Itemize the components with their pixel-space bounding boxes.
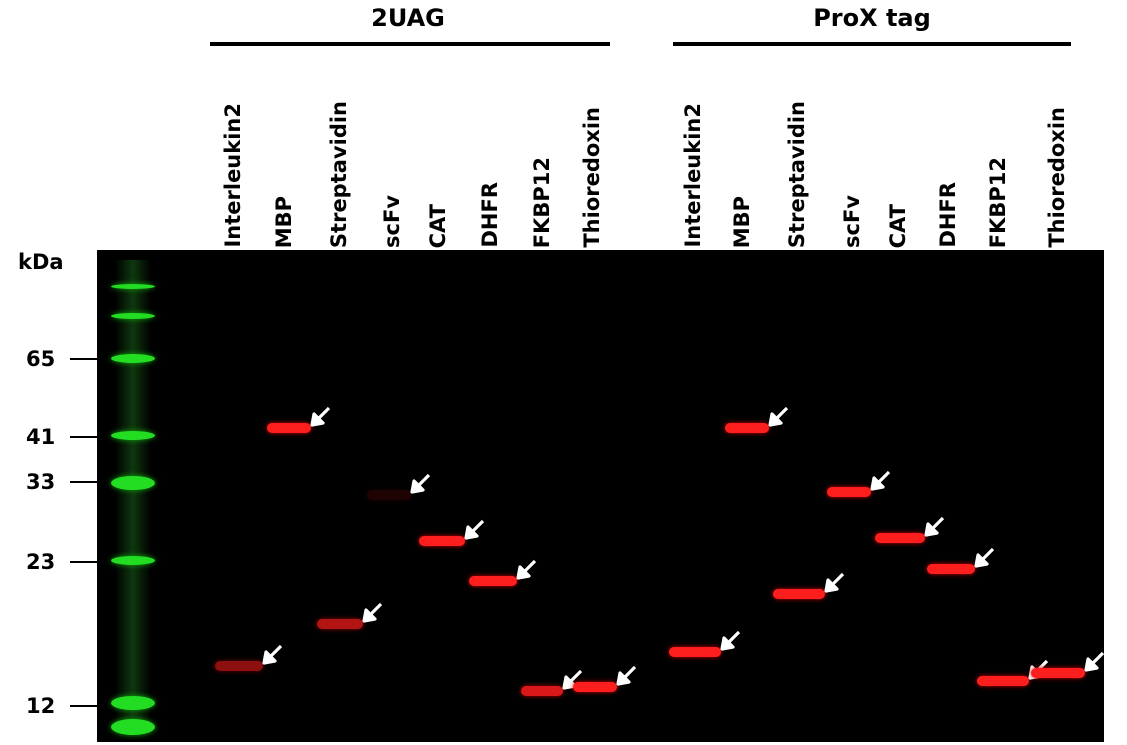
mw-tick-12 — [70, 705, 98, 707]
lane-label-5: CAT — [426, 203, 450, 248]
band-arrow-icon — [720, 630, 741, 651]
group-title-2uag: 2UAG — [371, 4, 445, 32]
ladder-band — [111, 313, 155, 319]
band-arrow-icon — [924, 516, 945, 537]
mw-tick-65 — [70, 358, 98, 360]
band-arrow-icon — [562, 669, 583, 690]
kda-unit-label: kDa — [18, 250, 64, 274]
protein-band — [1031, 668, 1085, 678]
lane-label-9: Interleukin2 — [681, 103, 705, 248]
mw-label-33: 33 — [26, 470, 56, 494]
lane-label-1: Interleukin2 — [221, 103, 245, 248]
band-arrow-icon — [262, 644, 283, 665]
protein-band — [521, 686, 563, 696]
protein-band — [773, 589, 825, 599]
protein-band — [977, 676, 1029, 686]
protein-band — [875, 533, 925, 543]
lane-label-11: Streptavidin — [785, 100, 809, 248]
lane-label-4: scFv — [380, 195, 404, 248]
ladder-band — [111, 556, 155, 565]
protein-band — [827, 487, 871, 497]
mw-tick-23 — [70, 561, 98, 563]
lane-label-16: Thioredoxin — [1045, 107, 1069, 248]
protein-band — [419, 536, 465, 546]
band-arrow-icon — [1084, 651, 1104, 672]
ladder-band — [111, 284, 155, 289]
lane-label-7: FKBP12 — [530, 156, 554, 248]
protein-band — [469, 576, 517, 586]
protein-band — [317, 619, 363, 629]
band-arrow-icon — [410, 473, 431, 494]
protein-band — [267, 423, 311, 433]
ladder-band — [111, 719, 155, 735]
lane-label-10: MBP — [730, 195, 754, 248]
lane-label-12: scFv — [840, 195, 864, 248]
mw-label-65: 65 — [26, 347, 56, 371]
lane-label-8: Thioredoxin — [580, 107, 604, 248]
lane-label-13: CAT — [886, 203, 910, 248]
group-title-prox-tag: ProX tag — [813, 4, 931, 32]
lane-label-3: Streptavidin — [327, 100, 351, 248]
ladder-band — [111, 696, 155, 710]
band-arrow-icon — [362, 602, 383, 623]
lane-label-14: DHFR — [936, 182, 960, 248]
band-arrow-icon — [616, 665, 637, 686]
protein-band — [669, 647, 721, 657]
group-bracket-2uag — [210, 42, 610, 46]
ladder-smear — [115, 260, 151, 730]
lane-label-2: MBP — [272, 195, 296, 248]
band-arrow-icon — [824, 572, 845, 593]
band-arrow-icon — [516, 559, 537, 580]
ladder-band — [111, 354, 155, 363]
lane-label-15: FKBP12 — [986, 156, 1010, 248]
protein-band — [927, 564, 975, 574]
mw-label-41: 41 — [26, 425, 56, 449]
protein-band — [573, 682, 617, 692]
mw-tick-33 — [70, 481, 98, 483]
band-arrow-icon — [768, 406, 789, 427]
protein-band — [725, 423, 769, 433]
band-arrow-icon — [870, 470, 891, 491]
mw-label-23: 23 — [26, 550, 56, 574]
band-arrow-icon — [974, 547, 995, 568]
group-bracket-prox-tag — [673, 42, 1071, 46]
band-arrow-icon — [310, 406, 331, 427]
mw-label-12: 12 — [26, 694, 56, 718]
ladder-band — [111, 431, 155, 440]
gel-image — [97, 250, 1104, 742]
protein-band — [367, 490, 411, 500]
protein-band — [215, 661, 263, 671]
band-arrow-icon — [464, 519, 485, 540]
mw-tick-41 — [70, 436, 98, 438]
ladder-band — [111, 476, 155, 490]
lane-label-6: DHFR — [478, 182, 502, 248]
